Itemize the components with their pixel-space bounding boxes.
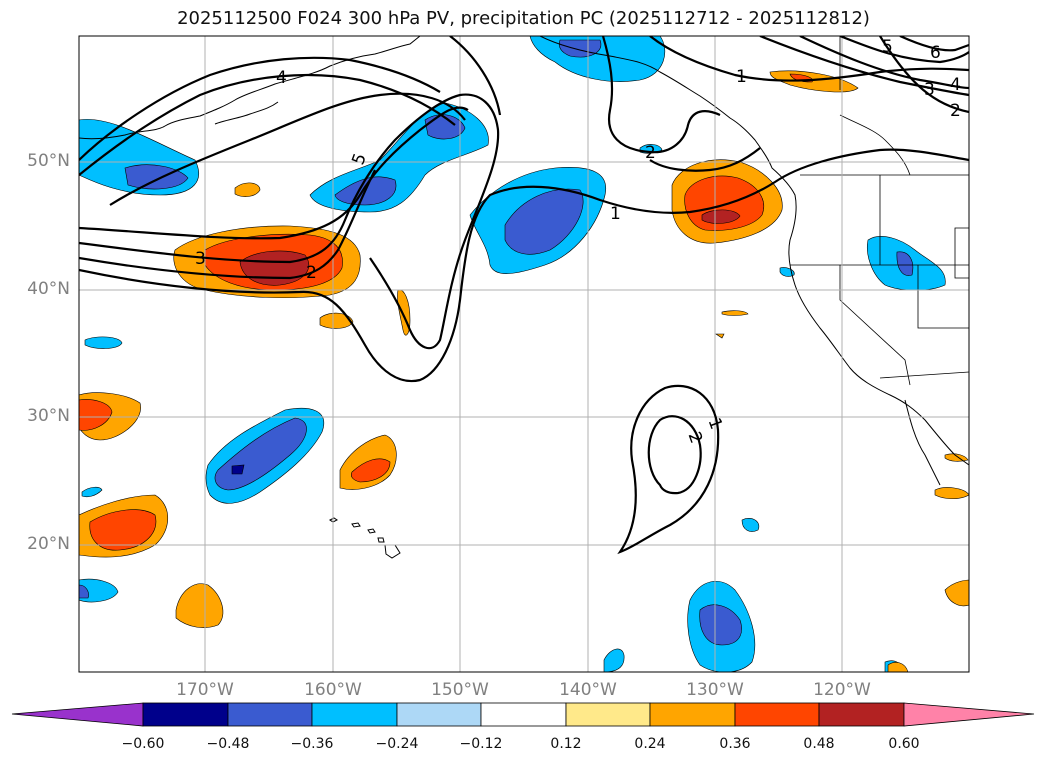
alaska-peninsula — [214, 101, 279, 125]
neg-blob-south — [603, 581, 756, 672]
pv-contour-upper — [449, 36, 502, 116]
colorbar-bin-1 — [142, 702, 229, 727]
contour-label-4-top: 4 — [276, 68, 287, 88]
contour-label-3-ne: 3 — [924, 80, 935, 100]
borders — [790, 36, 969, 386]
colorbar-tick-3: −0.36 — [290, 736, 334, 752]
alaska-bc-border — [839, 114, 911, 176]
lat-label-50n: 50°N — [27, 151, 70, 171]
pos-blob-hawaii — [339, 434, 397, 490]
neg-blob-idaho — [867, 236, 946, 291]
colorbar-tick-2: −0.48 — [206, 736, 250, 752]
pv-contour-3 — [79, 106, 469, 240]
contour-label-2-west: 2 — [306, 263, 317, 283]
pv-contour-4 — [79, 56, 441, 161]
lat-label-20n: 20°N — [27, 534, 70, 554]
colorbar-tick-6: 0.12 — [550, 736, 582, 752]
colorbar-extend-high — [903, 702, 1035, 727]
wyoming-border — [954, 227, 969, 279]
pos-blob-sw — [79, 494, 168, 558]
pv-contour-5a — [79, 73, 456, 176]
colorbar-bin-3 — [311, 702, 398, 727]
lon-label-140w: 140°W — [559, 680, 617, 700]
contour-label-2-ne: 2 — [950, 101, 961, 121]
pv-contour-5-ne — [839, 36, 969, 64]
pv-contour-2 — [79, 93, 500, 350]
map-frame — [78, 35, 970, 673]
colorbar-tick-1: −0.60 — [121, 736, 165, 752]
colorbar-bin-9 — [818, 702, 905, 727]
contour-label-4-ne: 4 — [950, 75, 961, 95]
pv-contour-1-ne — [649, 36, 969, 82]
neg-blob-alaska — [529, 36, 666, 82]
pos-blob-small — [175, 70, 969, 672]
pv-contour-1-south — [617, 384, 720, 555]
lat-label-40n: 40°N — [27, 279, 70, 299]
colorbar-tick-9: 0.48 — [803, 736, 835, 752]
lon-label-160w: 160°W — [304, 680, 362, 700]
lon-label-170w: 170°W — [176, 680, 234, 700]
nevada-utah-border — [917, 265, 969, 329]
colorbar-extend-low — [11, 702, 144, 727]
neg-blob-central — [469, 167, 607, 274]
map-title: 2025112500 F024 300 hPa PV, precipitatio… — [177, 8, 870, 29]
contour-label-1-center: 1 — [610, 204, 621, 224]
contour-label-1-north: 1 — [736, 67, 747, 87]
contour-label-3-west: 3 — [195, 249, 206, 269]
pv-contour-1 — [79, 148, 969, 383]
pv-contour-1-north — [601, 36, 721, 154]
north-america-west-coast — [539, 36, 969, 466]
pv-contour-2b — [79, 169, 376, 280]
lon-label-120w: 120°W — [813, 680, 871, 700]
pos-blob-ne-pacific — [671, 159, 783, 244]
pos-blob-far-west — [79, 392, 141, 441]
pv-contour-6-ne — [899, 36, 969, 52]
colorbar-tick-10: 0.60 — [888, 736, 920, 752]
us-mexico-border — [879, 371, 969, 379]
california-nevada-border — [839, 265, 911, 386]
neg-blob-mid-pacific — [205, 407, 324, 504]
lon-label-150w: 150°W — [431, 680, 489, 700]
colorbar-bin-8 — [734, 702, 820, 727]
colorbar-tick-7: 0.24 — [634, 736, 666, 752]
contour-label-5-ne: 5 — [882, 37, 893, 57]
contour-label-6-ne: 6 — [930, 43, 941, 63]
colorbar-bin-7 — [649, 702, 736, 727]
pv-contours — [79, 36, 969, 555]
pv-contour-2-ne — [879, 36, 969, 114]
pv-contour-5b — [109, 92, 466, 206]
pv-contour-2-south — [647, 415, 702, 495]
pv-contour-3-ne — [759, 36, 969, 97]
neg-blob-nw — [79, 119, 199, 196]
lon-label-130w: 130°W — [686, 680, 744, 700]
map-background — [79, 36, 969, 672]
contour-label-2-north: 2 — [645, 143, 656, 163]
lat-label-30n: 30°N — [27, 406, 70, 426]
colorbar-bin-2 — [227, 702, 313, 727]
colorbar-bin-6 — [565, 702, 651, 727]
colorbar-tick-4: −0.24 — [375, 736, 419, 752]
colorbar-tick-8: 0.36 — [719, 736, 751, 752]
colorbar-tick-5: −0.12 — [459, 736, 503, 752]
colorbar — [11, 702, 1035, 727]
pv-contour-2-north — [649, 147, 761, 172]
colorbar-bin-4 — [396, 702, 482, 727]
colorbar-bin-5 — [480, 702, 567, 727]
